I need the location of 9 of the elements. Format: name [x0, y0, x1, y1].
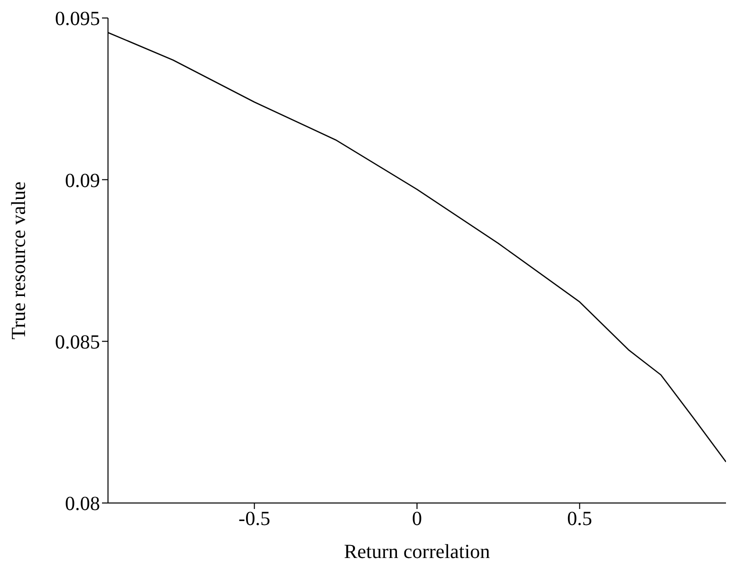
y-axis-title: True resource value: [8, 181, 30, 340]
y-tick-label: 0.085: [55, 331, 100, 354]
y-tick-label: 0.09: [65, 170, 100, 192]
x-tick-label: 0: [412, 508, 422, 530]
y-tick-label: 0.08: [65, 493, 100, 516]
y-tick-label: 0.095: [55, 8, 100, 30]
x-tick-label: 0.5: [567, 508, 592, 530]
x-tick-label: -0.5: [238, 508, 270, 530]
x-axis-title: Return correlation: [344, 541, 490, 563]
